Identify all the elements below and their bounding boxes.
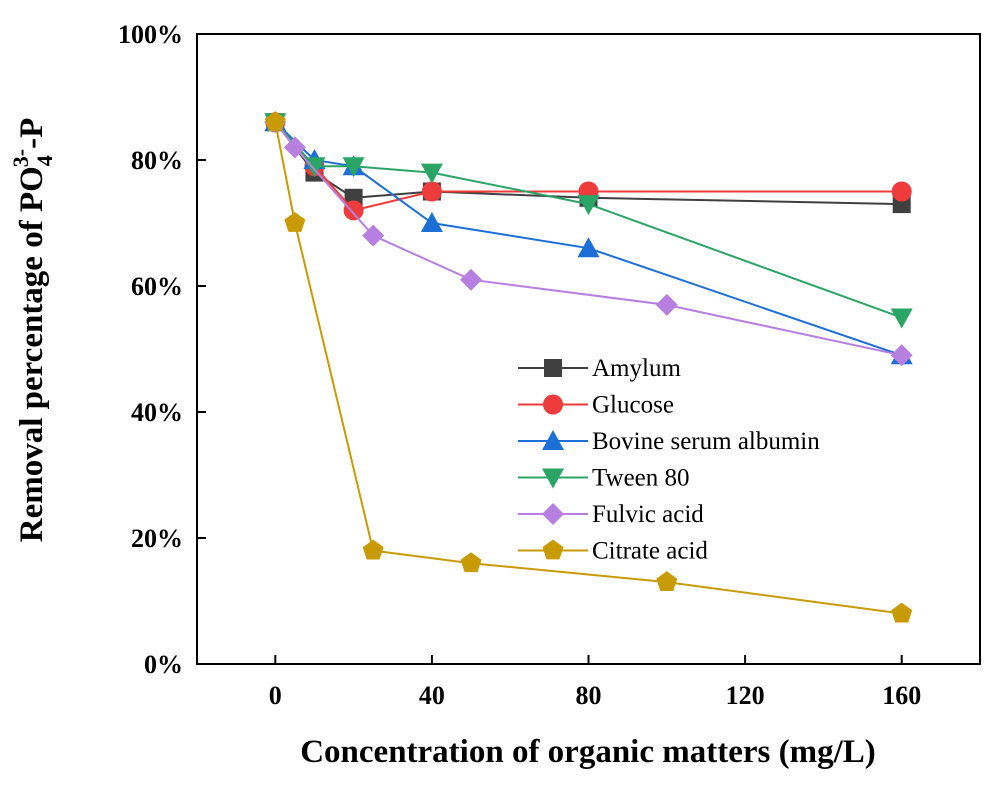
series-citrate-acid (264, 111, 913, 623)
plot-frame (196, 33, 981, 665)
data-point-citrate-acid (264, 111, 286, 132)
y-tick-label: 100% (118, 20, 183, 49)
x-tick-label: 120 (726, 681, 765, 710)
data-point-fulvic-acid (283, 136, 306, 159)
x-tick-label: 160 (882, 681, 921, 710)
y-tick-label: 20% (131, 524, 183, 553)
legend-label: Bovine serum albumin (592, 428, 820, 455)
data-point-fulvic-acid (460, 268, 483, 291)
data-point-glucose (421, 181, 442, 202)
y-tick-label: 0% (144, 650, 183, 679)
data-point-citrate-acid (362, 539, 384, 560)
y-axis-ticks: 0% 20% 40% 60% 80% 100% (118, 20, 206, 679)
legend-label: Fulvic acid (592, 501, 704, 528)
data-point-citrate-acid (460, 552, 482, 573)
x-tick-label: 0 (269, 681, 282, 710)
legend-marker (542, 430, 564, 450)
legend-label: Citrate acid (592, 538, 708, 565)
data-point-glucose (891, 181, 912, 202)
data-point-tween-80 (420, 163, 443, 184)
legend-marker (542, 539, 564, 560)
legend-marker (542, 468, 564, 489)
y-axis-title-prefix: Removal percentage of PO (14, 166, 50, 542)
y-axis-title-suffix: -P (14, 118, 50, 149)
data-point-citrate-acid (656, 571, 678, 591)
series-tween-80 (264, 113, 913, 329)
data-point-tween-80 (890, 308, 913, 329)
data-point-bovine-serum-albumin (577, 237, 600, 258)
series-bovine-serum-albumin (264, 111, 913, 365)
legend-marker (543, 394, 563, 415)
data-point-fulvic-acid (362, 224, 385, 247)
legend-item-amylum: Amylum (518, 355, 681, 382)
y-tick-label: 60% (131, 272, 183, 301)
y-axis-title-subscript: 4 (32, 155, 57, 166)
data-point-fulvic-acid (655, 293, 678, 316)
series-line-citrate-acid (274, 122, 902, 615)
series-line-tween-80 (274, 121, 903, 319)
y-axis-title-superscript: 3- (8, 149, 33, 167)
x-tick-label: 80 (576, 681, 602, 710)
data-point-glucose (343, 200, 364, 221)
x-axis-ticks: 0 40 80 120 160 (269, 655, 921, 710)
x-axis-title: Concentration of organic matters (mg/L) (300, 734, 876, 770)
data-point-citrate-acid (284, 212, 306, 232)
y-tick-label: 80% (131, 146, 183, 175)
data-point-tween-80 (577, 195, 600, 216)
data-point-bovine-serum-albumin (420, 212, 443, 232)
legend-marker (542, 503, 564, 525)
legend-item-bovine-serum-albumin: Bovine serum albumin (518, 428, 820, 455)
legend-label: Glucose (592, 392, 674, 419)
legend-label: Amylum (592, 355, 681, 382)
legend-marker (544, 359, 562, 377)
legend-item-citrate-acid: Citrate acid (518, 538, 708, 565)
y-axis-title: Removal percentage of PO43--P (8, 118, 57, 543)
legend-item-glucose: Glucose (518, 392, 674, 419)
legend-label: Tween 80 (592, 465, 690, 492)
legend-item-tween-80: Tween 80 (518, 465, 690, 492)
data-point-tween-80 (342, 157, 365, 178)
legend-item-fulvic-acid: Fulvic acid (518, 501, 704, 528)
legend: Amylum Glucose Bovine serum albumin Tween 8… (518, 355, 820, 565)
series-layer (264, 111, 913, 623)
x-tick-label: 40 (419, 681, 445, 710)
series-line-bovine-serum-albumin (274, 121, 903, 357)
y-tick-label: 40% (131, 398, 183, 427)
data-point-fulvic-acid (890, 344, 913, 367)
data-point-citrate-acid (891, 602, 913, 623)
